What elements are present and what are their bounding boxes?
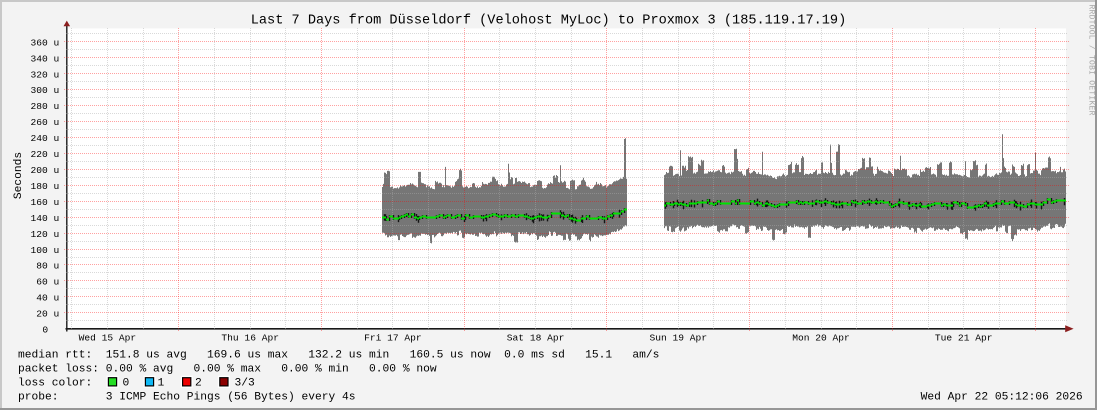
svg-text:260 u: 260 u <box>31 117 60 128</box>
svg-text:Sun 19 Apr: Sun 19 Apr <box>650 332 708 343</box>
svg-text:1: 1 <box>158 377 165 389</box>
svg-text:Wed Apr 22 05:12:06 2026: Wed Apr 22 05:12:06 2026 <box>921 392 1083 404</box>
svg-text:Thu 16 Apr: Thu 16 Apr <box>221 332 279 343</box>
svg-text:2: 2 <box>195 377 202 389</box>
svg-text:3/3: 3/3 <box>235 377 256 389</box>
svg-text:Mon 20 Apr: Mon 20 Apr <box>792 332 850 343</box>
svg-text:360 u: 360 u <box>31 37 60 48</box>
svg-text:probe: 3 ICMP Echo Pings: probe: 3 ICMP Echo Pings (56 Bytes) ever… <box>18 392 356 404</box>
svg-text:220 u: 220 u <box>31 149 60 160</box>
svg-text:340 u: 340 u <box>31 53 60 64</box>
svg-text:Sat 18 Apr: Sat 18 Apr <box>507 332 565 343</box>
svg-text:loss color:: loss color: <box>18 377 92 389</box>
svg-text:Last 7 Days from Düsseldorf (V: Last 7 Days from Düsseldorf (Velohost My… <box>251 14 847 29</box>
svg-text:0: 0 <box>42 325 48 336</box>
svg-text:300 u: 300 u <box>31 85 60 96</box>
svg-text:140 u: 140 u <box>31 213 60 224</box>
svg-text:Tue 21 Apr: Tue 21 Apr <box>935 332 993 343</box>
svg-text:40 u: 40 u <box>36 293 59 304</box>
svg-text:120 u: 120 u <box>31 229 60 240</box>
svg-text:240 u: 240 u <box>31 133 60 144</box>
svg-text:60 u: 60 u <box>36 277 59 288</box>
svg-text:20 u: 20 u <box>36 309 59 320</box>
svg-text:Fri 17 Apr: Fri 17 Apr <box>364 332 422 343</box>
svg-text:Wed 15 Apr: Wed 15 Apr <box>79 332 137 343</box>
svg-text:100 u: 100 u <box>31 245 60 256</box>
svg-text:80 u: 80 u <box>36 261 59 272</box>
svg-text:200 u: 200 u <box>31 165 60 176</box>
svg-text:320 u: 320 u <box>31 69 60 80</box>
svg-text:RRDTOOL / TOBI OETIKER: RRDTOOL / TOBI OETIKER <box>1086 5 1095 116</box>
svg-text:packet loss: 0.00 % avg 0.00: packet loss: 0.00 % avg 0.00 % max 0.00 … <box>18 363 437 375</box>
svg-text:median rtt: 151.8 us avg 16: median rtt: 151.8 us avg 169.6 us max 13… <box>18 349 659 361</box>
svg-text:0: 0 <box>123 377 130 389</box>
svg-text:Seconds: Seconds <box>13 152 25 199</box>
svg-text:280 u: 280 u <box>31 101 60 112</box>
svg-text:160 u: 160 u <box>31 197 60 208</box>
svg-text:180 u: 180 u <box>31 181 60 192</box>
